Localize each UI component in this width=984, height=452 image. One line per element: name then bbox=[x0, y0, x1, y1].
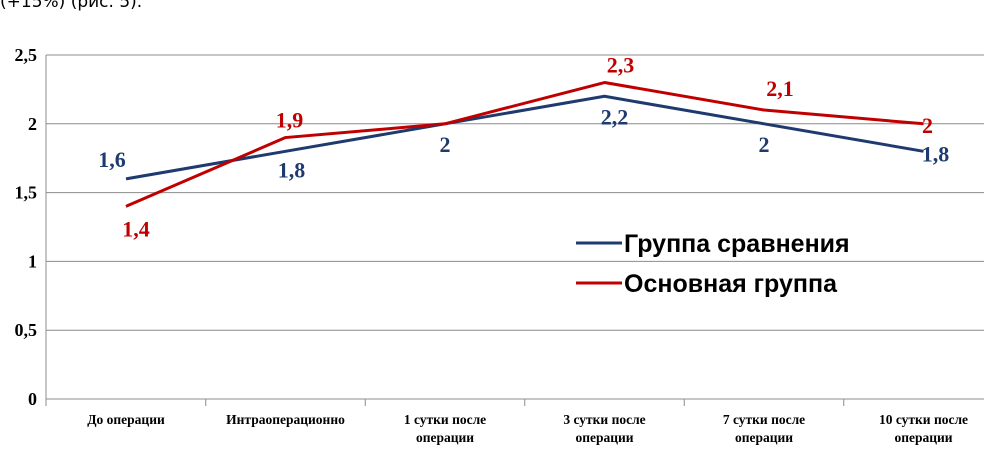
y-tick-label: 0,5 bbox=[15, 320, 38, 340]
data-label-main: 2,1 bbox=[766, 76, 794, 101]
x-tick-label: До операции bbox=[87, 412, 165, 427]
y-tick-label: 1,5 bbox=[15, 183, 38, 203]
y-axis: 0 0,5 1 1,5 2 2,5 bbox=[15, 45, 47, 409]
grid-lines bbox=[46, 54, 984, 400]
data-labels: 1,6 1,8 2 2,2 2 1,8 1,4 1,9 2,3 2,1 2 bbox=[98, 53, 949, 242]
x-tick-label: Интраоперационно bbox=[226, 412, 345, 427]
data-label-comparison: 1,8 bbox=[278, 157, 306, 182]
data-label-main: 1,4 bbox=[122, 216, 150, 241]
y-tick-label: 2 bbox=[28, 114, 37, 134]
legend: Группа сравнения Основная группа bbox=[576, 230, 850, 298]
x-tick-label: операции bbox=[894, 430, 952, 445]
data-label-comparison: 1,8 bbox=[922, 141, 950, 166]
y-tick-label: 0 bbox=[28, 389, 37, 409]
x-tick-label: 1 сутки после bbox=[404, 412, 486, 427]
x-tick-label: 10 сутки после bbox=[879, 412, 968, 427]
y-tick-label: 2,5 bbox=[15, 45, 38, 65]
x-tick-label: 7 сутки после bbox=[723, 412, 805, 427]
legend-label: Основная группа bbox=[624, 270, 838, 298]
data-label-main: 1,9 bbox=[276, 108, 304, 133]
data-label-main: 2,3 bbox=[607, 53, 635, 78]
data-label-main: 2 bbox=[922, 113, 933, 138]
data-label-comparison: 2 bbox=[440, 132, 451, 157]
data-label-comparison: 1,6 bbox=[98, 147, 126, 172]
y-tick-label: 1 bbox=[28, 251, 37, 271]
legend-label: Группа сравнения bbox=[624, 230, 850, 258]
x-tick-label: операции bbox=[575, 430, 633, 445]
caption-text: (+15%) (рис. 5). bbox=[0, 0, 143, 12]
x-tick-label: 3 сутки после bbox=[563, 412, 645, 427]
x-tick-label: операции bbox=[735, 430, 793, 445]
series-line-comparison bbox=[125, 94, 924, 181]
x-axis: До операции Интраоперационно 1 сутки после… bbox=[45, 399, 968, 445]
series-lines bbox=[125, 81, 924, 208]
data-label-comparison: 2 bbox=[759, 132, 770, 157]
series-line-main bbox=[125, 81, 924, 208]
x-tick-label: операции bbox=[416, 430, 474, 445]
data-label-comparison: 2,2 bbox=[601, 104, 629, 129]
